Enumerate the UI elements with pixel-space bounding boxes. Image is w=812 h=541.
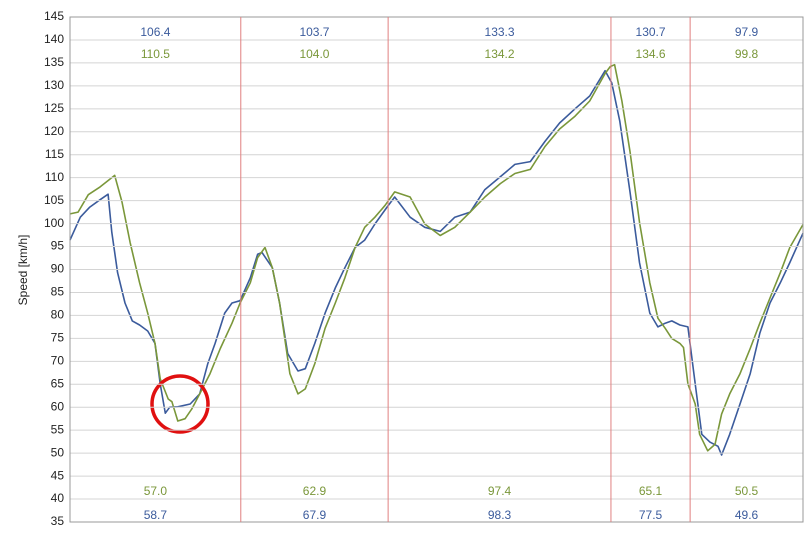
- section-label: 133.3: [485, 25, 515, 39]
- plot-border: [69, 16, 804, 523]
- y-tick-label: 65: [51, 376, 65, 390]
- y-tick-label: 140: [44, 32, 64, 46]
- y-tick-label: 95: [51, 239, 65, 253]
- section-label: 103.7: [299, 25, 329, 39]
- y-tick-label: 145: [44, 9, 64, 23]
- section-label: 50.5: [735, 484, 759, 498]
- y-tick-label: 135: [44, 55, 64, 69]
- y-tick-label: 85: [51, 285, 65, 299]
- y-tick-label: 75: [51, 331, 65, 345]
- section-label: 49.6: [735, 508, 759, 522]
- section-label: 65.1: [639, 484, 663, 498]
- section-label: 58.7: [144, 508, 168, 522]
- y-tick-label: 115: [45, 147, 64, 161]
- section-label: 67.9: [303, 508, 327, 522]
- y-tick-label: 70: [51, 353, 65, 367]
- section-label: 97.4: [488, 484, 512, 498]
- section-label: 130.7: [636, 25, 666, 39]
- y-tick-label: 40: [51, 491, 65, 505]
- section-label: 110.5: [141, 47, 170, 61]
- y-tick-label: 125: [44, 101, 64, 115]
- y-tick-label: 130: [44, 78, 64, 92]
- section-label: 62.9: [303, 484, 327, 498]
- highlight-circle: [150, 374, 210, 434]
- y-tick-label: 45: [51, 468, 65, 482]
- section-label: 106.4: [140, 25, 170, 39]
- y-tick-label: 35: [51, 514, 65, 528]
- y-tick-label: 60: [51, 399, 65, 413]
- section-label: 97.9: [735, 25, 759, 39]
- y-tick-label: 50: [51, 445, 65, 459]
- y-tick-label: 90: [51, 262, 65, 276]
- y-tick-label: 120: [44, 124, 64, 138]
- y-tick-label: 105: [44, 193, 64, 207]
- y-tick-label: 80: [51, 308, 65, 322]
- section-label: 99.8: [735, 47, 759, 61]
- speed-line: [69, 63, 804, 452]
- y-tick-label: 100: [44, 216, 64, 230]
- y-axis-label: Speed [km/h]: [16, 235, 30, 306]
- section-label: 57.0: [144, 484, 168, 498]
- y-tick-label: 55: [51, 422, 65, 436]
- section-label: 134.2: [485, 47, 515, 61]
- y-tick-label: 110: [45, 170, 64, 184]
- section-label: 98.3: [488, 508, 512, 522]
- section-label: 134.6: [636, 47, 666, 61]
- section-label: 77.5: [639, 508, 663, 522]
- section-label: 104.0: [299, 47, 329, 61]
